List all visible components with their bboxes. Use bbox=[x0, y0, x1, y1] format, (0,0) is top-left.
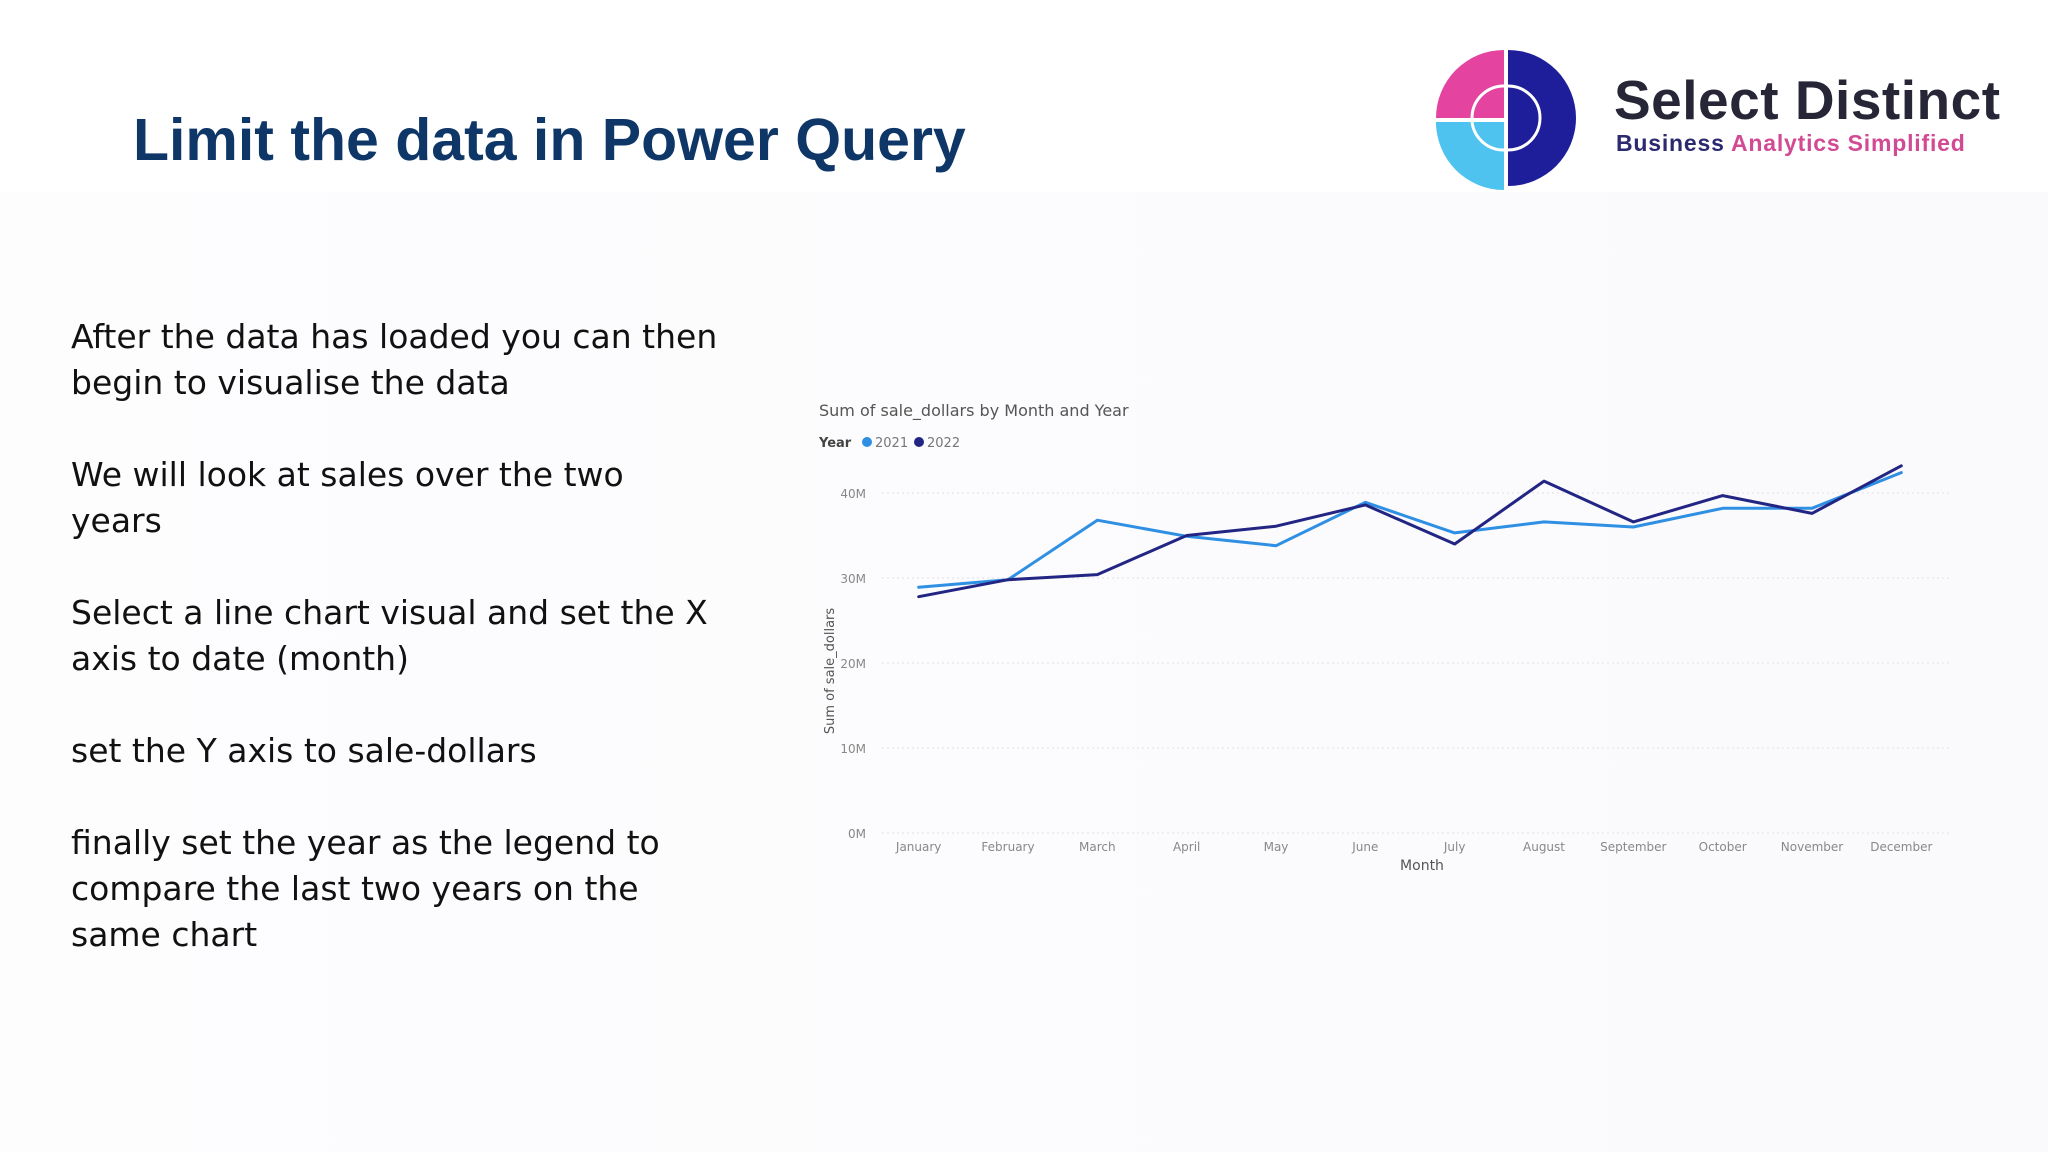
legend-marker bbox=[862, 437, 872, 447]
series-line-2021 bbox=[917, 471, 1903, 589]
line-chart: Sum of sale_dollars by Month and Year Yea… bbox=[818, 401, 1952, 874]
company-logo: Select Distinct Business Analytics Simpl… bbox=[1432, 46, 2032, 191]
legend-label: 2022 bbox=[927, 436, 960, 451]
legend-marker bbox=[914, 437, 924, 447]
instruction-paragraph: We will look at sales over the two years bbox=[71, 455, 624, 540]
x-tick-label: January bbox=[895, 840, 942, 854]
y-tick-label: 0M bbox=[848, 827, 866, 841]
logo-tagline-part2: Analytics Simplified bbox=[1731, 130, 1966, 156]
legend-title: Year bbox=[818, 436, 852, 451]
x-axis-title: Month bbox=[1400, 858, 1444, 874]
y-tick-label: 20M bbox=[840, 657, 866, 671]
instruction-paragraph: set the Y axis to sale-dollars bbox=[71, 731, 537, 770]
chart-title: Sum of sale_dollars by Month and Year bbox=[819, 401, 1129, 421]
logo-tagline-part1: Business bbox=[1616, 130, 1732, 156]
x-tick-label: May bbox=[1264, 840, 1289, 854]
y-axis-title: Sum of sale_dollars bbox=[823, 608, 838, 735]
logo-tagline: Business Analytics Simplified bbox=[1616, 130, 1966, 157]
x-tick-label: December bbox=[1870, 840, 1932, 854]
y-tick-label: 30M bbox=[840, 572, 866, 586]
x-tick-label: February bbox=[981, 840, 1034, 854]
x-tick-label: July bbox=[1443, 840, 1466, 854]
x-tick-label: November bbox=[1781, 840, 1843, 854]
x-tick-label: October bbox=[1699, 840, 1747, 854]
logo-name: Select Distinct bbox=[1614, 69, 2001, 131]
series-line-2022 bbox=[917, 464, 1903, 599]
slide-title: Limit the data in Power Query bbox=[133, 107, 966, 173]
logo-mark-icon bbox=[1436, 50, 1576, 190]
y-tick-label: 10M bbox=[840, 742, 866, 756]
x-tick-label: June bbox=[1351, 840, 1378, 854]
legend-label: 2021 bbox=[875, 436, 908, 451]
instructions-text: After the data has loaded you can then b… bbox=[71, 314, 721, 1004]
instruction-paragraph: finally set the year as the legend to co… bbox=[71, 823, 660, 954]
content-background bbox=[0, 192, 2048, 1152]
x-tick-label: April bbox=[1173, 840, 1200, 854]
y-tick-label: 40M bbox=[840, 487, 866, 501]
x-tick-label: September bbox=[1600, 840, 1666, 854]
instruction-paragraph: After the data has loaded you can then b… bbox=[71, 317, 718, 402]
instruction-paragraph: Select a line chart visual and set the X… bbox=[71, 593, 708, 678]
x-tick-label: March bbox=[1079, 840, 1116, 854]
line-chart-visual[interactable]: Sum of sale_dollars by Month and Year Yea… bbox=[800, 385, 1980, 885]
x-tick-label: August bbox=[1523, 840, 1565, 854]
